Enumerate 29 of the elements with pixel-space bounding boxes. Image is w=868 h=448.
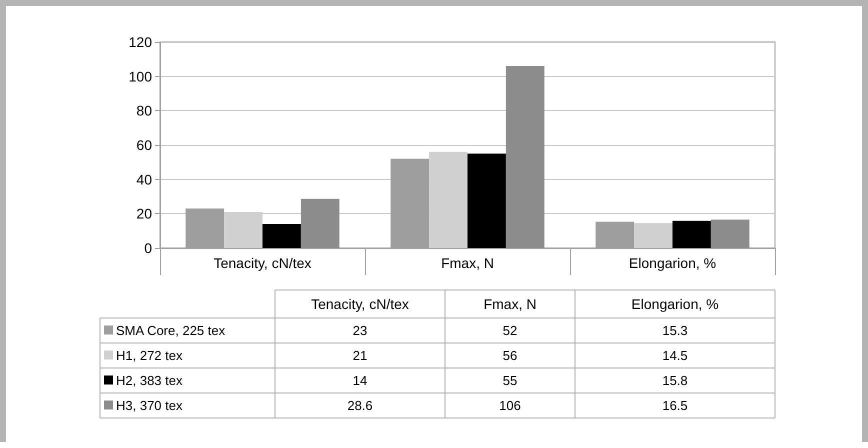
x-tick-label: Elongarion, % (628, 255, 716, 271)
y-tick-label: 100 (128, 68, 152, 84)
data-label: 15.8 (662, 373, 688, 388)
data-label: 56 (502, 348, 518, 363)
x-tick-label: Tenacity, cN/tex (214, 255, 312, 271)
data-label: 14 (352, 373, 368, 388)
y-tick-label: 0 (144, 240, 152, 256)
legend-label: H3, 370 tex (116, 398, 183, 413)
category-label: Tenacity, cN/tex (311, 296, 409, 312)
data-label: 55 (502, 373, 518, 388)
data-label: 23 (352, 323, 368, 338)
category-label: Fmax, N (484, 296, 536, 312)
data-label: 21 (352, 348, 368, 363)
y-tick-label: 40 (136, 171, 152, 188)
y-tick-label: 20 (136, 206, 152, 222)
y-tick-label: 120 (128, 34, 152, 50)
y-tick-label: 80 (136, 102, 152, 119)
legend-label: H1, 272 tex (116, 348, 183, 363)
category-label: Elongarion, % (631, 296, 719, 312)
data-label: 28.6 (347, 398, 373, 413)
data-label: 14.5 (662, 348, 688, 363)
data-label: 106 (499, 398, 521, 413)
legend-label: H2, 383 tex (116, 373, 183, 388)
y-tick-label: 60 (136, 137, 152, 153)
data-label: 52 (502, 323, 518, 338)
data-label: 16.5 (662, 398, 688, 413)
data-label: 15.3 (662, 323, 688, 338)
x-tick-label: Fmax, N (441, 255, 494, 271)
legend-label: SMA Core, 225 tex (116, 323, 226, 338)
